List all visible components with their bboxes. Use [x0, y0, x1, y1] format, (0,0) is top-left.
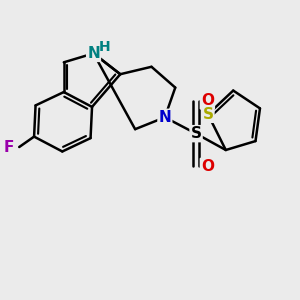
Text: F: F	[4, 140, 14, 154]
Text: O: O	[201, 94, 214, 109]
Text: O: O	[201, 159, 214, 174]
Text: S: S	[190, 126, 202, 141]
Text: N: N	[158, 110, 171, 125]
Text: N: N	[87, 46, 100, 61]
Text: S: S	[202, 107, 214, 122]
Text: H: H	[99, 40, 111, 54]
